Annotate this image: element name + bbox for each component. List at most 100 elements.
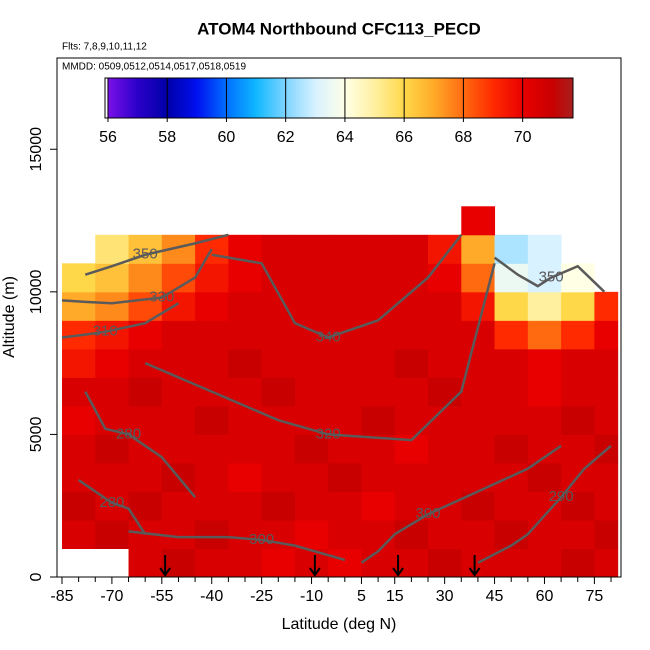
colorbar-tick-label: 58 bbox=[158, 129, 176, 146]
y-axis-label: Altitude (m) bbox=[1, 276, 18, 358]
heatmap-cell bbox=[228, 348, 263, 378]
heatmap-cell bbox=[361, 491, 396, 521]
heatmap-cell bbox=[527, 291, 562, 321]
subtitle: Flts: 7,8,9,10,11,12 bbox=[62, 42, 147, 53]
heatmap-cell bbox=[95, 320, 130, 350]
colorbar-tick-label: 64 bbox=[336, 129, 354, 146]
heatmap-cell bbox=[494, 348, 529, 378]
heatmap-cell bbox=[294, 491, 329, 521]
heatmap-cell bbox=[228, 291, 263, 321]
heatmap-cell bbox=[561, 291, 595, 321]
heatmap-cell bbox=[128, 377, 163, 407]
heatmap-cell bbox=[494, 320, 529, 350]
colorbar-segment bbox=[552, 78, 574, 118]
heatmap-cell bbox=[95, 348, 130, 378]
heatmap-cell bbox=[394, 234, 429, 264]
heatmap-cell bbox=[161, 491, 196, 521]
heatmap-cell bbox=[294, 234, 329, 264]
heatmap-cell bbox=[594, 377, 619, 407]
colorbar-segment bbox=[315, 78, 346, 118]
heatmap-cell bbox=[561, 491, 595, 521]
contour-label: 280 bbox=[99, 494, 124, 511]
contour-label: 290 bbox=[549, 488, 574, 505]
heatmap-cell bbox=[95, 263, 130, 293]
heatmap-cell bbox=[95, 434, 130, 464]
colorbar-segment bbox=[256, 78, 287, 118]
colorbar: 56 58 60 62 64 66 68 70 bbox=[99, 77, 574, 146]
heatmap-cell bbox=[228, 263, 263, 293]
heatmap-cell bbox=[394, 348, 429, 378]
colorbar-segment bbox=[433, 78, 464, 118]
heatmap-cell bbox=[261, 462, 296, 492]
heatmap-cell bbox=[428, 291, 462, 321]
contour-label: 350 bbox=[133, 246, 158, 263]
heatmap-cell bbox=[61, 434, 96, 464]
heatmap-cell bbox=[195, 491, 229, 521]
flight-marker bbox=[392, 555, 404, 577]
x-tick-label: 75 bbox=[585, 588, 603, 605]
x-tick-label: -40 bbox=[200, 588, 223, 605]
heatmap-cell bbox=[95, 462, 130, 492]
heatmap-cell bbox=[461, 206, 496, 236]
heatmap-cell bbox=[261, 434, 296, 464]
heatmap-cell bbox=[261, 377, 296, 407]
heatmap-cell bbox=[428, 263, 462, 293]
heatmap-cell bbox=[428, 548, 462, 578]
heatmap-cell bbox=[494, 405, 529, 435]
heatmap-cell bbox=[561, 320, 595, 350]
heatmap-cell bbox=[361, 519, 396, 549]
heatmap-cell bbox=[261, 491, 296, 521]
contour-line bbox=[84, 233, 229, 276]
colorbar-tick-label: 56 bbox=[99, 129, 117, 146]
subtitle: MMDD: 0509,0512,0514,0517,0518,0519 bbox=[62, 62, 246, 73]
heatmap-cell bbox=[461, 234, 496, 264]
heatmap-cell bbox=[394, 320, 429, 350]
contour-label: 300 bbox=[249, 531, 274, 548]
heatmap-cell bbox=[328, 405, 362, 435]
colorbar-tick-label: 66 bbox=[395, 129, 413, 146]
y-tick-label: 15000 bbox=[28, 127, 45, 172]
heatmap-cell bbox=[461, 377, 496, 407]
heatmap-cell bbox=[228, 320, 263, 350]
heatmap-cell bbox=[494, 291, 529, 321]
heatmap-cell bbox=[394, 405, 429, 435]
flight-marker bbox=[468, 555, 481, 577]
heatmap-cell bbox=[394, 263, 429, 293]
heatmap-cell bbox=[561, 348, 595, 378]
colorbar-segment bbox=[196, 78, 227, 118]
x-tick-label: 5 bbox=[357, 588, 366, 605]
contour-label: 300 bbox=[415, 505, 440, 522]
heatmap-cell bbox=[561, 548, 595, 578]
heatmap-cell bbox=[461, 434, 496, 464]
heatmap-cell bbox=[361, 377, 396, 407]
y-tick-label: 10000 bbox=[28, 269, 45, 314]
heatmap-cell bbox=[161, 405, 196, 435]
y-tick-label: 0 bbox=[28, 572, 45, 581]
heatmap-cell bbox=[161, 320, 196, 350]
contour-line bbox=[211, 234, 463, 339]
contour-label: 310 bbox=[93, 323, 118, 340]
heatmap-cell bbox=[328, 462, 362, 492]
contour-line bbox=[144, 263, 496, 442]
contour-line bbox=[77, 479, 147, 535]
heatmap-cell bbox=[61, 491, 96, 521]
heatmap-cell bbox=[328, 291, 362, 321]
heatmap-cell bbox=[95, 519, 130, 549]
heatmap-cell bbox=[527, 548, 562, 578]
heatmap-cell bbox=[394, 462, 429, 492]
heatmap-cell bbox=[361, 462, 396, 492]
x-tick-label: 45 bbox=[486, 588, 504, 605]
heatmap-cell bbox=[527, 348, 562, 378]
heatmap-cell bbox=[195, 405, 229, 435]
heatmap-cell bbox=[328, 263, 362, 293]
x-tick-label: -10 bbox=[300, 588, 323, 605]
heatmap-cell bbox=[195, 519, 229, 549]
heatmap-cell bbox=[195, 462, 229, 492]
contour-label: 340 bbox=[316, 328, 341, 345]
heatmap-cell bbox=[61, 348, 96, 378]
colorbar-segment bbox=[522, 78, 553, 118]
heatmap-cell bbox=[195, 348, 229, 378]
heatmap bbox=[61, 206, 619, 578]
heatmap-cell bbox=[195, 320, 229, 350]
